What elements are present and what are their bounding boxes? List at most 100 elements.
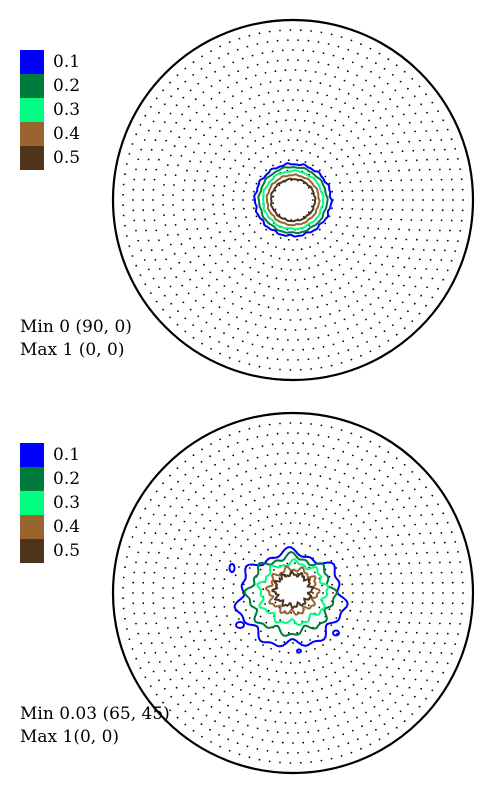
grid-dot	[395, 630, 397, 633]
grid-dot	[278, 140, 281, 143]
grid-dot	[400, 218, 403, 221]
grid-dot	[377, 101, 380, 103]
grid-dot	[341, 583, 344, 586]
grid-dot	[395, 333, 398, 336]
grid-dot	[321, 584, 323, 587]
grid-dot	[352, 107, 355, 110]
grid-dot	[271, 50, 274, 53]
grid-dot	[411, 78, 414, 80]
grid-dot	[331, 207, 333, 210]
grid-dot	[339, 575, 341, 577]
grid-dot	[215, 152, 217, 155]
grid-dot	[317, 635, 319, 638]
grid-dot	[396, 685, 399, 688]
grid-dot	[197, 648, 200, 651]
grid-dot	[169, 316, 172, 319]
grid-dot	[166, 627, 169, 629]
grid-dot	[306, 287, 309, 290]
grid-dot	[275, 246, 277, 248]
grid-dot	[360, 506, 363, 508]
grid-dot	[330, 33, 333, 36]
grid-dot	[182, 199, 184, 201]
grid-dot	[165, 258, 168, 261]
grid-dot	[356, 445, 359, 448]
grid-dot	[169, 636, 172, 639]
grid-dot	[303, 671, 306, 673]
grid-dot	[346, 70, 349, 73]
grid-dot	[249, 278, 252, 281]
grid-dot	[322, 251, 324, 253]
grid-dot	[420, 277, 423, 279]
grid-dot	[249, 671, 252, 674]
grid-dot	[411, 602, 414, 604]
grid-dot	[187, 685, 190, 688]
grid-dot	[272, 494, 275, 496]
grid-dot	[182, 209, 185, 211]
grid-dot	[241, 124, 244, 127]
grid-dot	[197, 535, 200, 538]
grid-dot	[431, 602, 434, 605]
grid-dot	[248, 363, 251, 366]
grid-dot	[259, 476, 262, 479]
grid-dot	[363, 253, 366, 256]
grid-dot	[253, 167, 256, 169]
grid-dot	[210, 348, 212, 350]
grid-dot	[344, 495, 346, 497]
grid-dot	[436, 632, 439, 635]
grid-dot	[322, 346, 325, 348]
grid-dot	[143, 139, 146, 141]
grid-dot	[278, 257, 281, 260]
grid-dot	[246, 331, 249, 334]
grid-dot	[341, 600, 344, 603]
grid-dot	[126, 163, 128, 165]
grid-dot	[436, 129, 439, 132]
grid-dot	[299, 522, 301, 525]
grid-dot	[443, 148, 446, 151]
grid-dot	[446, 269, 449, 272]
grid-dot	[155, 300, 158, 303]
grid-dot	[178, 136, 181, 139]
grid-dot	[369, 350, 372, 353]
grid-dot	[429, 651, 432, 654]
grid-dot	[183, 179, 186, 182]
grid-dot	[397, 141, 400, 144]
grid-dot	[238, 618, 240, 620]
grid-dot	[177, 164, 180, 167]
grid-dot	[377, 297, 380, 299]
grid-dot	[392, 132, 394, 135]
grid-dot	[297, 732, 299, 734]
grid-dot	[408, 169, 411, 172]
grid-dot	[158, 286, 160, 289]
stats-1: Min 0 (90, 0) Max 1 (0, 0)	[20, 316, 132, 362]
grid-dot	[330, 106, 333, 109]
contour-0-1	[253, 162, 333, 238]
grid-dot	[333, 648, 336, 651]
grid-dot	[169, 709, 172, 712]
grid-dot	[221, 521, 224, 524]
grid-dot	[287, 532, 290, 535]
grid-dot	[242, 199, 244, 201]
grid-dot	[250, 479, 253, 482]
grid-dot	[242, 165, 245, 168]
grid-dot	[223, 606, 226, 608]
grid-dot	[335, 300, 338, 302]
grid-dot	[126, 235, 128, 237]
grid-dot	[221, 128, 224, 131]
grid-dot	[380, 179, 382, 182]
contour-island	[228, 563, 236, 573]
grid-dot	[218, 559, 221, 562]
legend-swatch	[20, 50, 44, 74]
grid-dot	[299, 711, 302, 714]
grid-dot	[395, 553, 397, 556]
grid-dot	[287, 258, 290, 261]
grid-dot	[450, 178, 453, 181]
grid-dot	[287, 752, 289, 754]
grid-dot	[309, 545, 311, 547]
grid-dot	[232, 601, 235, 603]
grid-dot	[205, 714, 208, 717]
grid-dot	[363, 162, 366, 165]
grid-dot	[347, 349, 350, 352]
grid-dot	[128, 638, 131, 640]
grid-dot	[267, 484, 270, 487]
grid-dot	[325, 115, 328, 118]
